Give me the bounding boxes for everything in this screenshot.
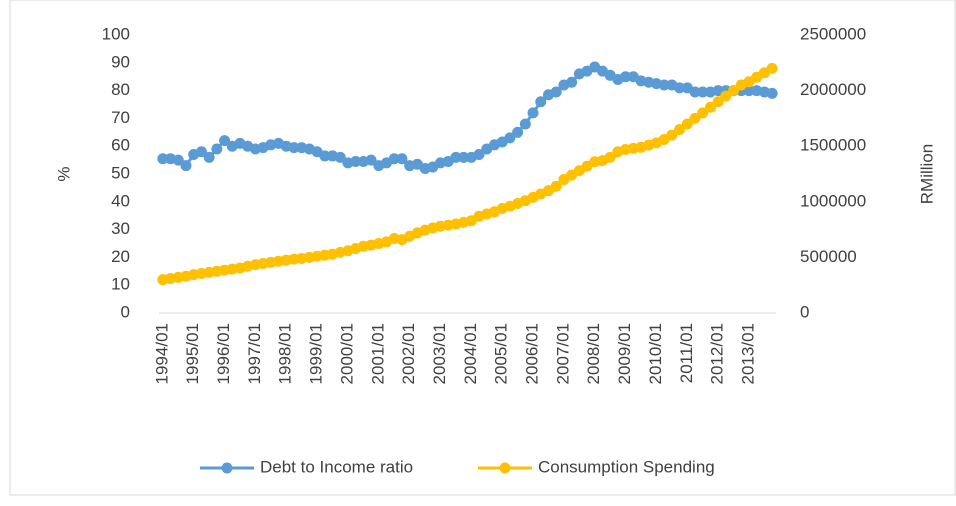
data-point	[681, 118, 693, 130]
y2-tick-label: 500000	[800, 247, 857, 266]
data-point	[697, 107, 709, 119]
data-point	[566, 76, 578, 88]
y-tick-label: 0	[121, 302, 130, 321]
y-tick-label: 10	[111, 275, 130, 294]
data-point	[712, 96, 724, 108]
data-point	[766, 87, 778, 99]
data-point	[450, 151, 462, 163]
x-tick-label: 1996/01	[214, 323, 233, 384]
data-point	[157, 153, 169, 165]
x-tick-label: 1998/01	[276, 323, 295, 384]
x-tick-label: 2006/01	[523, 323, 542, 384]
data-point	[473, 149, 485, 161]
y-tick-label: 70	[111, 108, 130, 127]
y-tick-label: 90	[111, 52, 130, 71]
data-point	[396, 153, 408, 165]
data-point	[728, 85, 740, 97]
data-point	[504, 132, 516, 144]
data-point	[388, 153, 400, 165]
y2-tick-label: 1500000	[800, 136, 866, 155]
data-point	[365, 154, 377, 166]
y-tick-label: 50	[111, 163, 130, 182]
series-line	[162, 67, 773, 282]
data-point	[288, 142, 300, 154]
y2-tick-label: 2500000	[800, 24, 866, 43]
y-axis-label: %	[54, 166, 73, 181]
data-point	[550, 86, 562, 98]
x-tick-label: 2008/01	[584, 323, 603, 384]
data-point	[180, 160, 192, 172]
data-point	[712, 85, 724, 97]
data-point	[458, 151, 470, 163]
data-point	[720, 90, 732, 102]
x-tick-label: 2009/01	[615, 323, 634, 384]
data-point	[604, 151, 616, 163]
y-tick-label: 20	[111, 247, 130, 266]
data-point	[766, 62, 778, 74]
y2-axis-label: RMillion	[917, 144, 936, 204]
x-tick-label: 2005/01	[492, 323, 511, 384]
x-tick-label: 2011/01	[677, 323, 696, 383]
data-point	[743, 85, 755, 97]
y2-tick-label: 2000000	[800, 80, 866, 99]
legend-label: Debt to Income ratio	[260, 457, 413, 476]
data-point	[674, 124, 686, 136]
data-point	[203, 151, 215, 163]
legend-label: Consumption Spending	[538, 457, 715, 476]
y2-tick-label: 1000000	[800, 191, 866, 210]
data-point	[674, 82, 686, 94]
data-point	[211, 143, 223, 155]
data-point	[519, 118, 531, 130]
x-tick-label: 1995/01	[183, 323, 202, 384]
data-point	[350, 155, 362, 167]
x-tick-label: 2004/01	[461, 323, 480, 384]
data-point	[512, 126, 524, 138]
x-tick-label: 1999/01	[307, 323, 326, 384]
x-tick-label: 2010/01	[646, 323, 665, 384]
data-point	[666, 129, 678, 141]
x-tick-label: 2012/01	[708, 323, 727, 384]
data-point	[527, 107, 539, 119]
x-tick-label: 2003/01	[430, 323, 449, 384]
data-point	[195, 146, 207, 158]
y2-tick-label: 0	[800, 302, 809, 321]
x-tick-label: 1994/01	[152, 323, 171, 384]
y-tick-label: 80	[111, 80, 130, 99]
data-point	[219, 135, 231, 147]
y-tick-label: 100	[102, 24, 130, 43]
data-point	[319, 150, 331, 162]
y-tick-label: 30	[111, 219, 130, 238]
data-point	[689, 112, 701, 124]
data-point	[697, 86, 709, 98]
x-tick-label: 2013/01	[738, 323, 757, 384]
data-point	[172, 154, 184, 166]
x-tick-label: 2007/01	[553, 323, 572, 384]
data-point	[535, 96, 547, 108]
x-tick-label: 2001/01	[368, 323, 387, 384]
x-tick-label: 2002/01	[399, 323, 418, 384]
data-point	[704, 101, 716, 113]
x-tick-label: 2000/01	[337, 323, 356, 384]
data-point	[620, 71, 632, 83]
x-tick-label: 1997/01	[245, 323, 264, 384]
data-point	[658, 79, 670, 91]
data-point	[550, 180, 562, 192]
data-point	[689, 86, 701, 98]
y-tick-label: 40	[111, 191, 130, 210]
chart-frame	[9, 0, 956, 496]
legend-marker	[221, 462, 233, 474]
y-tick-label: 60	[111, 136, 130, 155]
data-point	[334, 151, 346, 163]
legend-marker	[499, 462, 511, 474]
